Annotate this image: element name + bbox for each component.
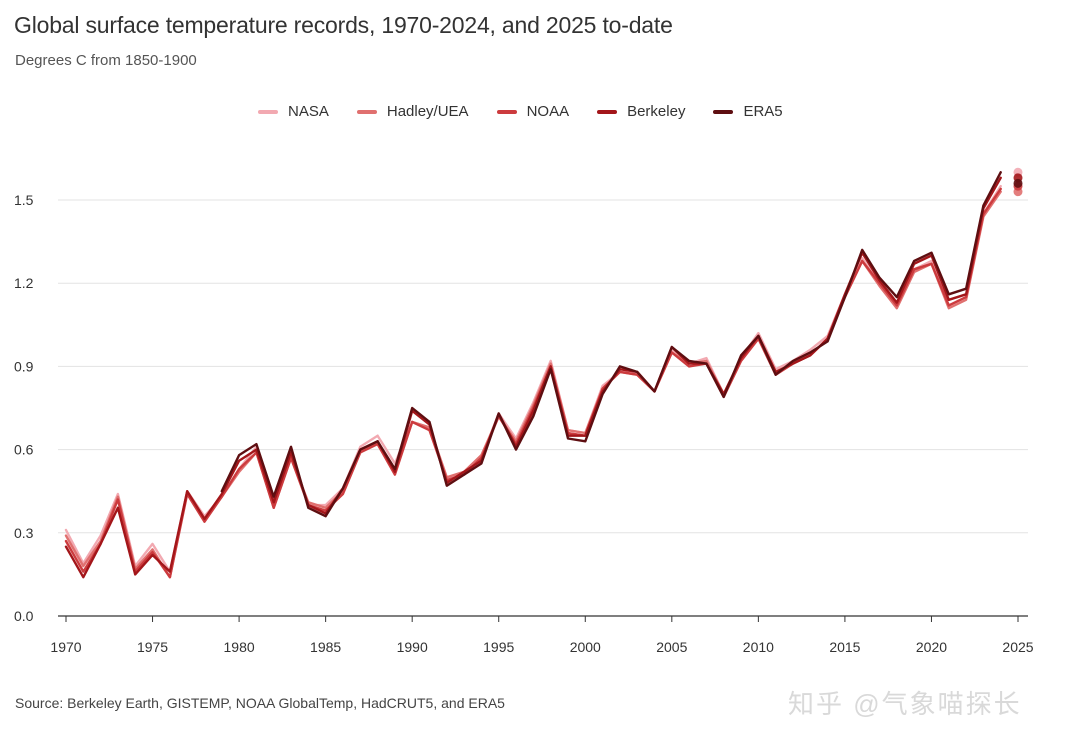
series-line-berkeley <box>64 176 1002 579</box>
legend-item-noaa: NOAA <box>496 103 570 120</box>
x-tick-label: 2005 <box>656 639 687 655</box>
legend-item-berkeley: Berkeley <box>597 103 685 120</box>
chart-title: Global surface temperature records, 1970… <box>14 12 673 38</box>
y-tick-label: 1.2 <box>14 275 34 291</box>
x-tick-label: 1975 <box>137 639 168 655</box>
y-tick-label: 0.0 <box>14 608 34 624</box>
marker-2025-era5 <box>1013 178 1023 188</box>
series-line-era5 <box>220 171 1002 518</box>
x-tick-label: 2020 <box>916 639 947 655</box>
x-tick-label: 1995 <box>483 639 514 655</box>
chart-subtitle: Degrees C from 1850-1900 <box>15 52 197 69</box>
y-tick-label: 1.5 <box>14 192 34 208</box>
x-tick-label: 1985 <box>310 639 341 655</box>
y-tick-label: 0.3 <box>14 525 34 541</box>
x-tick-label: 2010 <box>743 639 774 655</box>
legend-item-nasa: NASA <box>258 103 329 120</box>
legend-label: NASA <box>288 103 329 120</box>
legend-item-era5: ERA5 <box>713 103 783 120</box>
series-line-noaa <box>64 187 1002 579</box>
legend-label: Berkeley <box>627 103 686 120</box>
legend-item-hadley-uea: Hadley/UEA <box>356 103 469 120</box>
x-tick-label: 2025 <box>1002 639 1033 655</box>
x-tick-label: 2015 <box>829 639 860 655</box>
x-tick-label: 1990 <box>397 639 428 655</box>
watermark: 知乎 @气象喵探长 <box>788 689 1022 719</box>
y-tick-label: 0.6 <box>14 442 34 458</box>
legend-swatch <box>356 109 377 114</box>
legend-swatch <box>258 109 278 114</box>
source-note: Source: Berkeley Earth, GISTEMP, NOAA Gl… <box>15 695 505 711</box>
legend-swatch <box>713 109 734 114</box>
legend: NASA Hadley/UEA NOAA Berkeley ERA5 <box>258 103 783 120</box>
x-tick-label: 2000 <box>570 639 601 655</box>
x-tick-label: 1970 <box>50 639 81 655</box>
x-tick-label: 1980 <box>224 639 255 655</box>
legend-label: ERA5 <box>743 103 783 120</box>
legend-label: Hadley/UEA <box>386 103 469 120</box>
legend-swatch <box>597 109 618 114</box>
series-line-nasa <box>64 184 1002 573</box>
y-tick-label: 0.9 <box>14 358 34 374</box>
legend-label: NOAA <box>526 103 570 120</box>
legend-swatch <box>496 109 517 114</box>
